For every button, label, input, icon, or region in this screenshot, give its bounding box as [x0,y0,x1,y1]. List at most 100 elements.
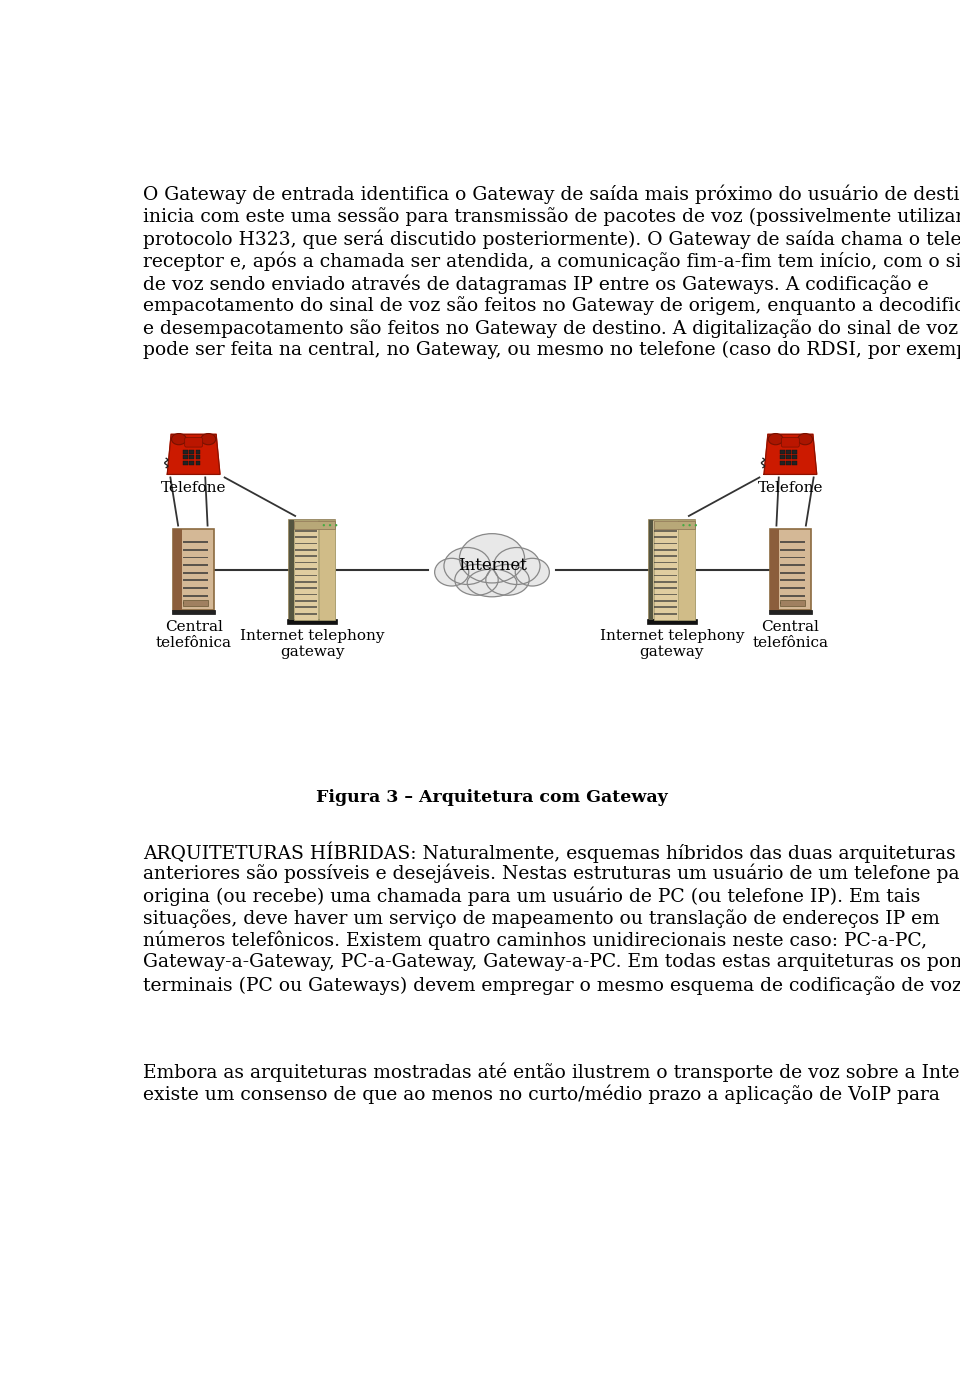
Bar [654,593,677,595]
Bar [289,520,335,620]
Bar [295,613,317,614]
Bar [654,530,677,531]
Bar [654,569,677,570]
Bar [287,620,337,624]
Bar [654,549,677,551]
Text: Telefone: Telefone [757,482,823,495]
Bar [780,556,804,559]
Bar [792,455,797,460]
Text: receptor e, após a chamada ser atendida, a comunicação fim-a-fim tem início, com: receptor e, após a chamada ser atendida,… [143,251,960,272]
Bar [786,450,791,454]
Ellipse shape [468,569,516,596]
Text: situações, deve haver um serviço de mapeamento ou translação de endereços IP em: situações, deve haver um serviço de mape… [143,908,940,927]
Ellipse shape [201,433,216,444]
Bar [295,542,317,544]
Bar [654,520,678,620]
Text: terminais (PC ou Gateways) devem empregar o mesmo esquema de codificação de voz.: terminais (PC ou Gateways) devem emprega… [143,976,960,995]
Bar [183,602,208,604]
Bar [649,520,695,620]
Text: Gateway-a-Gateway, PC-a-Gateway, Gateway-a-PC. Em todas estas arquiteturas os po: Gateway-a-Gateway, PC-a-Gateway, Gateway… [143,954,960,972]
Bar [295,581,317,582]
Text: anteriores são possíveis e desejáveis. Nestas estruturas um usuário de um telefo: anteriores são possíveis e desejáveis. N… [143,864,960,883]
Bar [654,537,677,538]
FancyBboxPatch shape [781,437,800,447]
Bar [780,595,804,596]
Polygon shape [764,435,817,475]
Ellipse shape [516,559,549,586]
Bar [189,461,194,465]
Bar [679,520,695,620]
Bar [654,600,677,602]
Bar [294,520,319,620]
Ellipse shape [493,548,540,585]
Bar [196,455,201,460]
Bar [289,520,294,620]
Bar [654,542,677,544]
Bar [295,600,317,602]
Bar [780,461,784,465]
Circle shape [335,524,337,526]
Ellipse shape [435,559,468,586]
Bar [769,610,812,614]
Text: ARQUITETURAS HÍBRIDAS: Naturalmente, esquemas híbridos das duas arquiteturas: ARQUITETURAS HÍBRIDAS: Naturalmente, esq… [143,842,956,862]
Bar [770,530,780,610]
Bar [319,520,335,620]
Text: existe um consenso de que ao menos no curto/médio prazo a aplicação de VoIP para: existe um consenso de que ao menos no cu… [143,1085,940,1104]
Text: Telefone: Telefone [161,482,227,495]
Ellipse shape [798,433,812,444]
Bar [786,455,791,460]
Bar [295,574,317,577]
Bar [196,450,201,454]
Bar [647,620,697,624]
Text: Central
telefônica: Central telefônica [156,620,231,650]
Bar [780,450,784,454]
Text: Internet telephony
gateway: Internet telephony gateway [600,629,744,660]
Text: origina (ou recebe) uma chamada para um usuário de PC (ou telefone IP). Em tais: origina (ou recebe) uma chamada para um … [143,886,921,905]
Ellipse shape [172,433,186,444]
Bar [295,588,317,589]
Bar [189,450,194,454]
Bar [786,461,791,465]
Bar [183,600,208,606]
Bar [780,549,804,551]
Bar [295,569,317,570]
Polygon shape [167,435,220,475]
Bar [295,537,317,538]
Bar [654,522,695,529]
Bar [792,450,797,454]
Bar [295,562,317,563]
Ellipse shape [455,564,498,595]
Bar [780,541,804,544]
Bar [183,461,188,465]
Text: Figura 3 – Arquitetura com Gateway: Figura 3 – Arquitetura com Gateway [316,789,668,806]
Circle shape [683,524,684,526]
Bar [183,549,208,551]
Text: pode ser feita na central, no Gateway, ou mesmo no telefone (caso do RDSI, por e: pode ser feita na central, no Gateway, o… [143,341,960,359]
Bar [780,600,804,606]
Bar [183,564,208,566]
Circle shape [695,524,697,526]
Bar [780,571,804,574]
Ellipse shape [486,564,529,595]
Ellipse shape [460,534,524,582]
Bar [654,606,677,609]
Text: Central
telefônica: Central telefônica [753,620,828,650]
Ellipse shape [444,548,491,585]
Bar [183,541,208,544]
Bar [780,455,784,460]
Bar [654,588,677,589]
Bar [770,530,810,610]
Bar [196,461,201,465]
Bar [174,530,182,610]
Text: empacotamento do sinal de voz são feitos no Gateway de origem, enquanto a decodi: empacotamento do sinal de voz são feitos… [143,297,960,316]
Circle shape [323,524,325,526]
Text: Internet telephony
gateway: Internet telephony gateway [240,629,384,660]
Bar [649,520,653,620]
Bar [183,556,208,559]
Text: números telefônicos. Existem quatro caminhos unidirecionais neste caso: PC-a-PC,: números telefônicos. Existem quatro cami… [143,932,927,951]
Text: O Gateway de entrada identifica o Gateway de saída mais próximo do usuário de de: O Gateway de entrada identifica o Gatewa… [143,185,960,204]
Text: protocolo H323, que será discutido posteriormente). O Gateway de saída chama o t: protocolo H323, que será discutido poste… [143,229,960,248]
Bar [780,586,804,589]
Bar [792,461,797,465]
Bar [780,580,804,581]
